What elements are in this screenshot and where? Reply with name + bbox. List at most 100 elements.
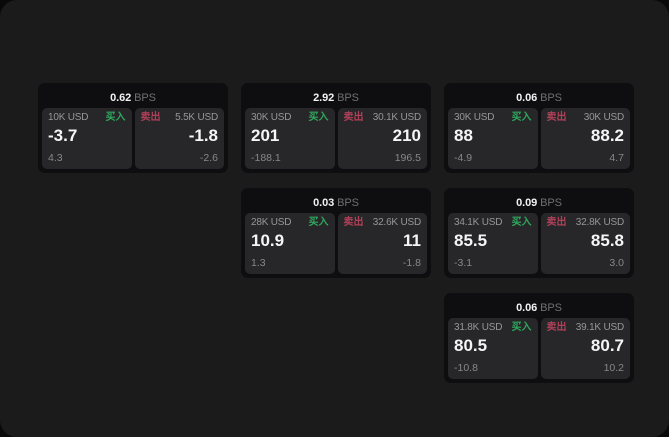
- quote-card: 0.62 BPS 10K USD 买入 -3.7 4.3 卖出 5.5K USD…: [38, 83, 228, 173]
- quote-card: 0.03 BPS 28K USD 买入 10.9 1.3 卖出 32.6K US…: [241, 188, 431, 278]
- card-header: 0.06 BPS: [448, 297, 630, 318]
- sell-top-row: 卖出 39.1K USD: [547, 322, 625, 334]
- buy-price: 88: [454, 126, 473, 145]
- cards-grid: 0.62 BPS 10K USD 买入 -3.7 4.3 卖出 5.5K USD…: [38, 83, 634, 383]
- sell-size-label: 32.8K USD: [575, 217, 624, 228]
- buy-top-row: 34.1K USD 买入: [454, 217, 532, 229]
- buy-sub-value: 4.3: [48, 152, 63, 164]
- bps-unit-label: BPS: [337, 196, 359, 209]
- bps-value: 0.62: [110, 91, 132, 104]
- buy-panel[interactable]: 31.8K USD 买入 80.5 -10.8: [448, 318, 538, 379]
- buy-side-label: 买入: [105, 112, 126, 123]
- sell-panel[interactable]: 卖出 32.8K USD 85.8 3.0: [540, 213, 630, 274]
- quote-panels: 34.1K USD 买入 85.5 -3.1 卖出 32.8K USD 85.8…: [448, 213, 630, 274]
- sell-sub-value: -2.6: [199, 152, 218, 164]
- buy-side-label: 买入: [511, 322, 532, 333]
- sell-size-label: 30K USD: [583, 112, 624, 123]
- bps-unit-label: BPS: [540, 196, 562, 209]
- sell-price: 11: [403, 231, 421, 250]
- sell-top-row: 卖出 30K USD: [547, 112, 625, 124]
- buy-price: 80.5: [454, 336, 488, 355]
- buy-top-row: 10K USD 买入: [48, 112, 126, 124]
- buy-sub-value: 1.3: [251, 257, 266, 269]
- bps-unit-label: BPS: [540, 301, 562, 314]
- buy-sub-value: -188.1: [251, 152, 281, 164]
- sell-side-label: 卖出: [546, 322, 567, 333]
- quote-card: 0.06 BPS 30K USD 买入 88 -4.9 卖出 30K USD 8…: [444, 83, 634, 173]
- sell-price: -1.8: [188, 126, 218, 145]
- sell-top-row: 卖出 5.5K USD: [141, 112, 219, 124]
- sell-size-label: 39.1K USD: [575, 322, 624, 333]
- sell-panel[interactable]: 卖出 32.6K USD 11 -1.8: [337, 213, 427, 274]
- sell-side-label: 卖出: [343, 217, 364, 228]
- sell-sub-value: 10.2: [603, 362, 624, 374]
- bps-value: 0.09: [516, 196, 538, 209]
- bps-unit-label: BPS: [337, 91, 359, 104]
- sell-panel[interactable]: 卖出 39.1K USD 80.7 10.2: [540, 318, 630, 379]
- sell-panel[interactable]: 卖出 30K USD 88.2 4.7: [540, 108, 630, 169]
- sell-sub-value: 4.7: [609, 152, 624, 164]
- quote-panels: 31.8K USD 买入 80.5 -10.8 卖出 39.1K USD 80.…: [448, 318, 630, 379]
- buy-size-label: 28K USD: [251, 217, 292, 228]
- buy-size-label: 10K USD: [48, 112, 89, 123]
- sell-sub-value: 196.5: [394, 152, 421, 164]
- sell-price: 88.2: [590, 126, 624, 145]
- quote-panels: 30K USD 买入 88 -4.9 卖出 30K USD 88.2 4.7: [448, 108, 630, 169]
- sell-side-label: 卖出: [140, 112, 161, 123]
- sell-side-label: 卖出: [546, 217, 567, 228]
- quote-panels: 10K USD 买入 -3.7 4.3 卖出 5.5K USD -1.8 -2.…: [42, 108, 224, 169]
- bps-unit-label: BPS: [134, 91, 156, 104]
- buy-size-label: 30K USD: [251, 112, 292, 123]
- buy-side-label: 买入: [308, 217, 329, 228]
- sell-price: 85.8: [590, 231, 624, 250]
- card-header: 2.92 BPS: [245, 87, 427, 108]
- buy-top-row: 31.8K USD 买入: [454, 322, 532, 334]
- buy-panel[interactable]: 34.1K USD 买入 85.5 -3.1: [448, 213, 538, 274]
- buy-side-label: 买入: [511, 217, 532, 228]
- card-header: 0.09 BPS: [448, 192, 630, 213]
- buy-size-label: 30K USD: [454, 112, 495, 123]
- buy-size-label: 34.1K USD: [454, 217, 503, 228]
- quote-card: 0.06 BPS 31.8K USD 买入 80.5 -10.8 卖出 39.1…: [444, 293, 634, 383]
- quote-panels: 30K USD 买入 201 -188.1 卖出 30.1K USD 210 1…: [245, 108, 427, 169]
- buy-price: 85.5: [454, 231, 488, 250]
- bps-value: 0.06: [516, 91, 538, 104]
- sell-top-row: 卖出 32.8K USD: [547, 217, 625, 229]
- sell-top-row: 卖出 30.1K USD: [344, 112, 422, 124]
- bps-value: 0.06: [516, 301, 538, 314]
- quote-card: 2.92 BPS 30K USD 买入 201 -188.1 卖出 30.1K …: [241, 83, 431, 173]
- sell-price: 80.7: [590, 336, 624, 355]
- buy-sub-value: -4.9: [454, 152, 473, 164]
- sell-size-label: 32.6K USD: [372, 217, 421, 228]
- buy-price: 10.9: [251, 231, 285, 250]
- buy-top-row: 30K USD 买入: [454, 112, 532, 124]
- buy-top-row: 30K USD 买入: [251, 112, 329, 124]
- buy-size-label: 31.8K USD: [454, 322, 503, 333]
- buy-panel[interactable]: 28K USD 买入 10.9 1.3: [245, 213, 335, 274]
- sell-panel[interactable]: 卖出 30.1K USD 210 196.5: [337, 108, 427, 169]
- sell-side-label: 卖出: [546, 112, 567, 123]
- buy-panel[interactable]: 30K USD 买入 201 -188.1: [245, 108, 335, 169]
- sell-size-label: 5.5K USD: [175, 112, 218, 123]
- buy-panel[interactable]: 30K USD 买入 88 -4.9: [448, 108, 538, 169]
- buy-top-row: 28K USD 买入: [251, 217, 329, 229]
- buy-panel[interactable]: 10K USD 买入 -3.7 4.3: [42, 108, 132, 169]
- sell-sub-value: 3.0: [609, 257, 624, 269]
- buy-price: 201: [251, 126, 280, 145]
- bps-value: 2.92: [313, 91, 335, 104]
- buy-price: -3.7: [48, 126, 78, 145]
- sell-top-row: 卖出 32.6K USD: [344, 217, 422, 229]
- sell-size-label: 30.1K USD: [372, 112, 421, 123]
- buy-side-label: 买入: [511, 112, 532, 123]
- quote-card: 0.09 BPS 34.1K USD 买入 85.5 -3.1 卖出 32.8K…: [444, 188, 634, 278]
- card-header: 0.03 BPS: [245, 192, 427, 213]
- sell-panel[interactable]: 卖出 5.5K USD -1.8 -2.6: [134, 108, 224, 169]
- bps-unit-label: BPS: [540, 91, 562, 104]
- buy-sub-value: -10.8: [454, 362, 478, 374]
- quote-panels: 28K USD 买入 10.9 1.3 卖出 32.6K USD 11 -1.8: [245, 213, 427, 274]
- sell-sub-value: -1.8: [402, 257, 421, 269]
- buy-side-label: 买入: [308, 112, 329, 123]
- card-header: 0.62 BPS: [42, 87, 224, 108]
- card-header: 0.06 BPS: [448, 87, 630, 108]
